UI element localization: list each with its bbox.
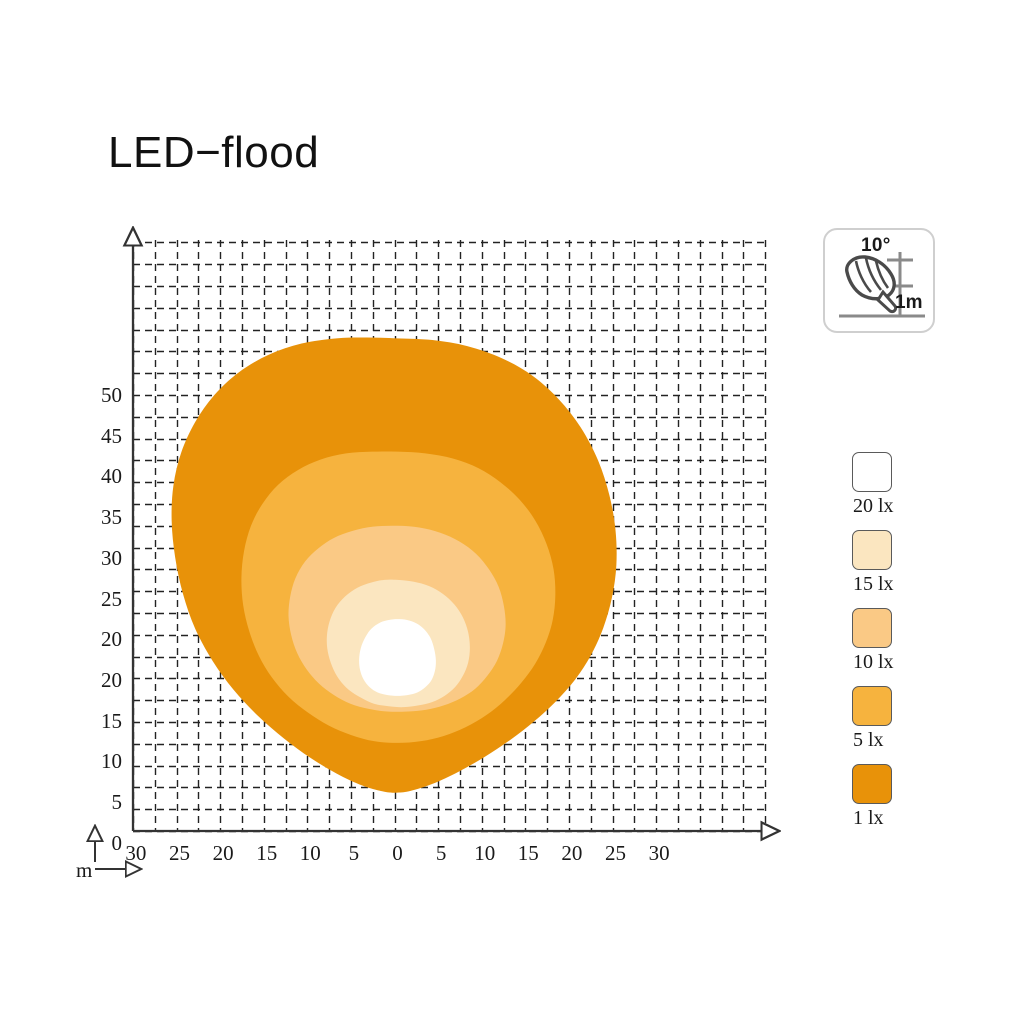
- y-tick-label: 35: [101, 505, 122, 530]
- legend-swatch-20-lx: [852, 452, 892, 492]
- y-tick-label: 25: [101, 586, 122, 611]
- axis-lines: [95, 228, 779, 869]
- legend-item: 1 lx: [852, 764, 972, 830]
- legend-item: 5 lx: [852, 686, 972, 752]
- mounting-height-label: 1m: [895, 292, 923, 313]
- y-tick-label: 10: [101, 749, 122, 774]
- legend-swatch-15-lx: [852, 530, 892, 570]
- x-tick-label: 25: [169, 841, 190, 865]
- page-title: LED−flood: [108, 128, 320, 177]
- x-tick-label: 5: [435, 841, 447, 865]
- x-tick-label: 15: [517, 841, 539, 865]
- floodlight-fixture-icon: [839, 252, 925, 318]
- legend-label: 10 lx: [853, 651, 894, 673]
- legend-swatch-5-lx: [852, 686, 892, 726]
- legend-label: 20 lx: [853, 495, 894, 517]
- beam-angle-label: 10°: [861, 235, 891, 256]
- x-tick-label: 30: [648, 841, 670, 865]
- y-tick-label: 5: [111, 790, 123, 814]
- y-tick-label: 45: [101, 423, 122, 448]
- axis-unit-label: m: [76, 858, 93, 882]
- legend-swatch-10-lx: [852, 608, 892, 648]
- x-tick-label: 20: [212, 841, 234, 865]
- legend-label: 5 lx: [853, 729, 884, 751]
- y-tick-label: 15: [101, 708, 122, 733]
- x-tick-label: 5: [348, 841, 360, 865]
- legend-item: 10 lx: [852, 608, 972, 674]
- x-tick-label: 15: [256, 841, 278, 865]
- y-tick-label: 40: [101, 464, 122, 489]
- y-tick-label: 50: [101, 383, 122, 407]
- x-tick-label: 20: [561, 841, 583, 865]
- legend-label: 1 lx: [853, 807, 884, 829]
- x-tick-label: 30: [125, 841, 147, 865]
- y-tick-label: 0: [111, 830, 123, 855]
- legend-item: 20 lx: [852, 452, 972, 518]
- legend-label: 15 lx: [853, 573, 894, 595]
- contour-band-20lx: [359, 619, 436, 696]
- y-tick-label: 20: [101, 667, 122, 692]
- x-tick-label: 10: [474, 841, 496, 865]
- x-tick-label: 0: [392, 841, 403, 865]
- legend-swatch-1-lx: [852, 764, 892, 804]
- x-tick-label: 10: [299, 841, 321, 865]
- legend-item: 15 lx: [852, 530, 972, 596]
- x-tick-label: 25: [605, 841, 626, 865]
- y-tick-label: 20: [101, 627, 122, 652]
- beam-angle-badge: 10° 1m: [823, 228, 935, 333]
- legend: 20 lx 15 lx 10 lx 5 lx 1 lx: [852, 452, 972, 842]
- y-tick-label: 30: [101, 545, 122, 570]
- contour-bands: [171, 337, 617, 793]
